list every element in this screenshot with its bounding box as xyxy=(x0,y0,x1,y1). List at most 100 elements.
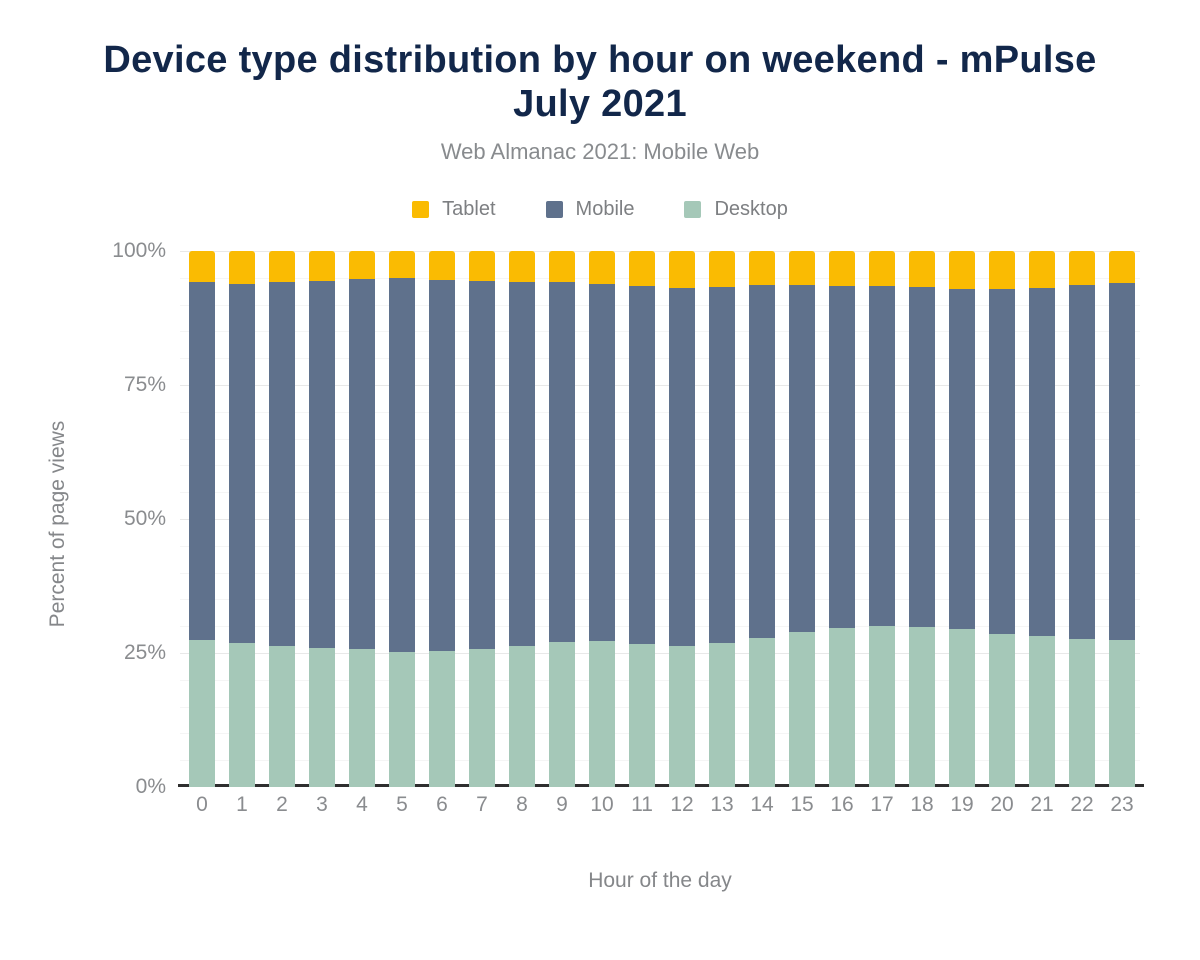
legend-item-tablet: Tablet xyxy=(412,198,496,221)
bar-hour-4 xyxy=(349,251,375,787)
segment-tablet-hour-16 xyxy=(829,251,855,286)
segment-mobile-hour-10 xyxy=(589,283,615,642)
plot-area xyxy=(178,251,1144,787)
gridline-55-minor xyxy=(180,492,1140,494)
gridline-90-minor xyxy=(180,304,1140,306)
segment-tablet-hour-22 xyxy=(1069,251,1095,285)
gridline-75-major xyxy=(180,385,1140,386)
segment-mobile-hour-4 xyxy=(349,279,375,650)
bar-hour-23 xyxy=(1109,251,1135,787)
x-tick-hour-11: 11 xyxy=(631,793,653,816)
bar-hour-16 xyxy=(829,251,855,787)
segment-mobile-hour-2 xyxy=(269,282,295,646)
tablet-swatch-icon xyxy=(412,201,430,218)
y-tick-50pct: 50% xyxy=(123,507,166,530)
gridline-40-minor xyxy=(180,572,1140,574)
segment-tablet-hour-15 xyxy=(789,251,815,285)
x-tick-hour-23: 23 xyxy=(1110,793,1134,816)
segment-desktop-hour-5 xyxy=(389,651,415,787)
gridline-95-minor xyxy=(180,277,1140,279)
segment-desktop-hour-16 xyxy=(829,627,855,787)
x-tick-hour-14: 14 xyxy=(750,793,774,816)
gridline-10-minor xyxy=(180,733,1140,735)
segment-mobile-hour-9 xyxy=(549,282,575,642)
segment-desktop-hour-18 xyxy=(909,626,935,787)
x-tick-hour-6: 6 xyxy=(436,793,448,816)
x-tick-hour-5: 5 xyxy=(396,793,408,816)
bar-hour-20 xyxy=(989,251,1015,787)
x-tick-hour-13: 13 xyxy=(710,793,734,816)
segment-mobile-hour-22 xyxy=(1069,284,1095,639)
gridline-85-minor xyxy=(180,331,1140,333)
segment-tablet-hour-18 xyxy=(909,251,935,288)
mobile-swatch-icon xyxy=(545,201,563,218)
x-tick-hour-2: 2 xyxy=(276,793,288,816)
y-tick-25pct: 25% xyxy=(123,641,166,664)
segment-tablet-hour-9 xyxy=(549,251,575,283)
segment-tablet-hour-20 xyxy=(989,251,1015,290)
bar-hour-18 xyxy=(909,251,935,787)
gridline-25-major xyxy=(180,653,1140,654)
segment-mobile-hour-0 xyxy=(189,282,215,640)
segment-mobile-hour-23 xyxy=(1109,283,1135,640)
segment-desktop-hour-2 xyxy=(269,645,295,787)
legend: Tablet Mobile Desktop xyxy=(0,198,1200,221)
x-tick-hour-0: 0 xyxy=(196,793,208,816)
segment-tablet-hour-19 xyxy=(949,251,975,289)
legend-item-desktop: Desktop xyxy=(684,198,788,221)
segment-tablet-hour-12 xyxy=(669,251,695,288)
segment-mobile-hour-17 xyxy=(869,285,895,627)
y-tick-100pct: 100% xyxy=(112,239,166,262)
segment-desktop-hour-14 xyxy=(749,638,775,787)
segment-tablet-hour-5 xyxy=(389,251,415,279)
bar-hour-6 xyxy=(429,251,455,787)
y-axis: 0% 25% 50% 75% 100% xyxy=(0,239,166,798)
segment-mobile-hour-12 xyxy=(669,288,695,647)
bar-hour-21 xyxy=(1029,251,1055,787)
segment-desktop-hour-15 xyxy=(789,632,815,787)
segment-mobile-hour-7 xyxy=(469,281,495,649)
segment-mobile-hour-14 xyxy=(749,285,775,638)
segment-mobile-hour-19 xyxy=(949,288,975,630)
gridline-100-major xyxy=(180,251,1140,252)
gridline-15-minor xyxy=(180,706,1140,708)
bar-hour-11 xyxy=(629,251,655,787)
x-tick-hour-12: 12 xyxy=(670,793,694,816)
segment-desktop-hour-23 xyxy=(1109,639,1135,787)
segment-mobile-hour-3 xyxy=(309,281,335,648)
legend-label-tablet: Tablet xyxy=(442,198,496,220)
gridline-20-minor xyxy=(180,679,1140,681)
chart-subtitle: Web Almanac 2021: Mobile Web xyxy=(440,139,760,164)
gridline-5-minor xyxy=(180,760,1140,762)
x-tick-hour-15: 15 xyxy=(790,793,814,816)
segment-tablet-hour-0 xyxy=(189,251,215,283)
bar-hour-9 xyxy=(549,251,575,787)
bar-hour-12 xyxy=(669,251,695,787)
gridline-45-minor xyxy=(180,545,1140,547)
bar-hour-17 xyxy=(869,251,895,787)
segment-tablet-hour-4 xyxy=(349,251,375,280)
segment-desktop-hour-19 xyxy=(949,629,975,787)
segment-mobile-hour-11 xyxy=(629,285,655,645)
segment-desktop-hour-20 xyxy=(989,634,1015,787)
segment-mobile-hour-16 xyxy=(829,285,855,628)
bar-hour-1 xyxy=(229,251,255,787)
x-axis-title: Hour of the day xyxy=(588,869,732,892)
bar-hour-15 xyxy=(789,251,815,787)
segment-desktop-hour-13 xyxy=(709,642,735,787)
bar-hour-10 xyxy=(589,251,615,787)
x-tick-hour-20: 20 xyxy=(990,793,1014,816)
x-tick-hour-3: 3 xyxy=(316,793,328,816)
x-tick-hour-21: 21 xyxy=(1030,793,1054,816)
segment-tablet-hour-2 xyxy=(269,251,295,283)
segment-mobile-hour-13 xyxy=(709,286,735,643)
segment-tablet-hour-23 xyxy=(1109,251,1135,284)
y-tick-75pct: 75% xyxy=(123,373,166,396)
segment-tablet-hour-10 xyxy=(589,251,615,284)
segment-tablet-hour-6 xyxy=(429,251,455,280)
x-tick-hour-18: 18 xyxy=(910,793,934,816)
gridline-70-minor xyxy=(180,411,1140,413)
gridline-35-minor xyxy=(180,599,1140,601)
x-tick-hour-16: 16 xyxy=(830,793,854,816)
gridline-80-minor xyxy=(180,358,1140,360)
